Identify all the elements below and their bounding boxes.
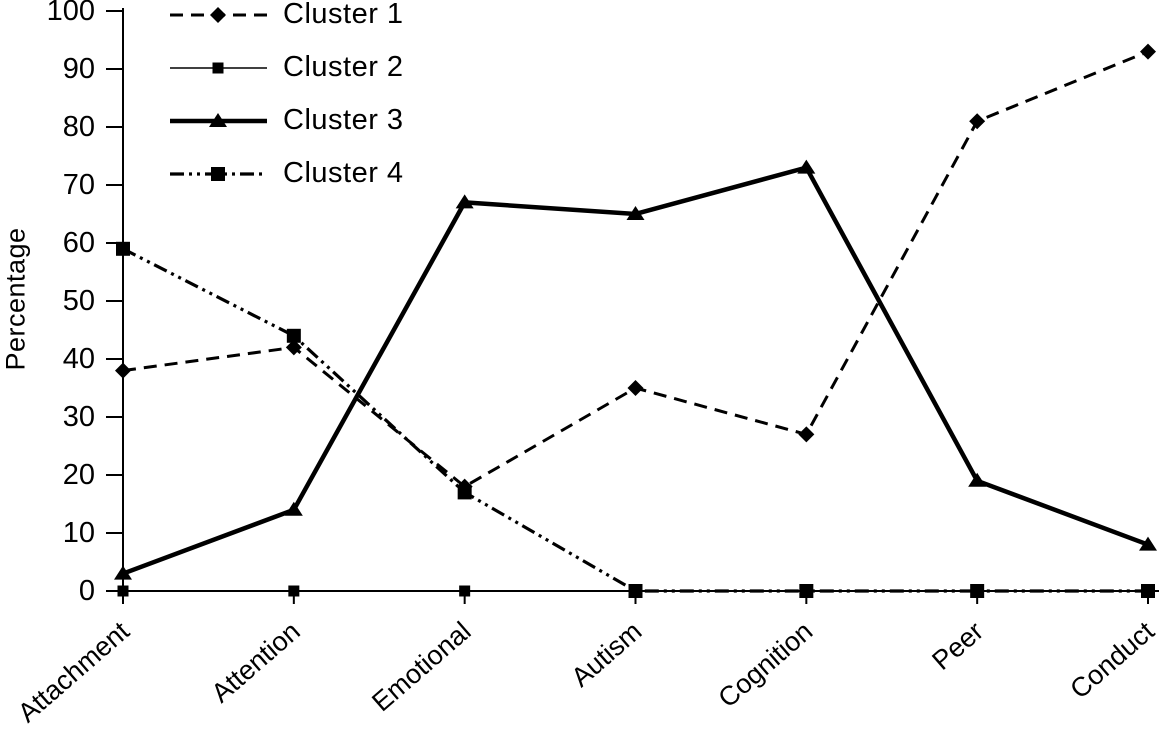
legend-label: Cluster 1 xyxy=(283,0,404,30)
y-tick-label: 80 xyxy=(63,111,95,143)
diamond-marker-icon xyxy=(1140,43,1156,60)
diamond-marker-icon xyxy=(285,339,302,356)
diamond-marker-icon xyxy=(627,380,644,396)
triangle-marker-icon xyxy=(626,206,645,220)
square-marker-icon xyxy=(211,166,225,181)
y-tick-label: 100 xyxy=(47,0,95,27)
triangle-marker-icon xyxy=(284,501,303,516)
x-category-label: Attachment xyxy=(12,616,135,729)
triangle-marker-icon xyxy=(1139,536,1157,551)
triangle-marker-icon xyxy=(209,112,227,127)
diamond-marker-icon xyxy=(210,6,226,23)
y-tick-label: 20 xyxy=(63,459,95,491)
legend-line-sample-icon xyxy=(170,166,267,181)
y-tick-label: 10 xyxy=(63,517,95,549)
x-category-label: Cognition xyxy=(712,616,818,713)
y-tick-label: 30 xyxy=(63,401,95,433)
x-category-label: Autism xyxy=(565,616,647,693)
legend-line-sample-icon xyxy=(170,62,267,73)
triangle-marker-icon xyxy=(797,159,816,174)
triangle-marker-icon xyxy=(455,194,474,209)
square-marker-icon xyxy=(459,585,471,597)
y-axis: 0 10 20 30 40 50 60 70 80 90 100 xyxy=(47,0,123,607)
legend-item-cluster-1: Cluster 1 xyxy=(170,0,404,41)
square-marker-icon xyxy=(116,241,130,256)
diamond-marker-icon xyxy=(115,362,131,379)
x-axis: Attachment Attention Emotional Autism Cognit… xyxy=(12,591,1159,728)
x-category-label: Emotional xyxy=(366,616,476,717)
legend-item-cluster-4: Cluster 4 xyxy=(170,147,404,200)
y-tick-label: 60 xyxy=(63,227,95,259)
legend: Cluster 1 Cluster 2 Cluster 3 Cluster 4 xyxy=(170,0,404,200)
square-marker-icon xyxy=(970,584,985,598)
triangle-marker-icon xyxy=(114,565,132,580)
square-marker-icon xyxy=(628,584,643,598)
x-category-label: Attention xyxy=(206,616,306,709)
y-tick-label: 90 xyxy=(63,53,95,85)
legend-label: Cluster 4 xyxy=(283,157,404,189)
square-marker-icon xyxy=(286,328,301,343)
square-marker-icon xyxy=(1141,584,1155,598)
x-category-label: Peer xyxy=(926,616,989,676)
square-marker-icon xyxy=(212,62,224,73)
legend-item-cluster-3: Cluster 3 xyxy=(170,94,404,147)
square-marker-icon xyxy=(288,585,300,597)
y-tick-label: 50 xyxy=(63,285,95,317)
diamond-marker-icon xyxy=(969,113,986,130)
series-4-line xyxy=(122,247,1148,593)
y-tick-label: 40 xyxy=(63,343,95,375)
triangle-marker-icon xyxy=(968,472,987,487)
square-marker-icon xyxy=(799,584,814,598)
legend-item-cluster-2: Cluster 2 xyxy=(170,41,404,94)
y-axis-title: Percentage xyxy=(0,227,31,371)
legend-line-sample-icon xyxy=(170,112,267,127)
y-tick-label: 0 xyxy=(79,575,95,607)
series-4-markers xyxy=(116,241,1155,598)
legend-line-sample-icon xyxy=(170,6,267,23)
square-marker-icon xyxy=(457,485,472,500)
y-tick-label: 70 xyxy=(63,169,95,201)
x-category-label: Conduct xyxy=(1064,616,1159,705)
square-marker-icon xyxy=(117,585,129,597)
legend-label: Cluster 3 xyxy=(283,104,404,136)
diamond-marker-icon xyxy=(798,426,815,443)
series-3-markers xyxy=(114,159,1157,580)
series-3-line xyxy=(122,164,1149,576)
legend-label: Cluster 2 xyxy=(283,51,404,83)
